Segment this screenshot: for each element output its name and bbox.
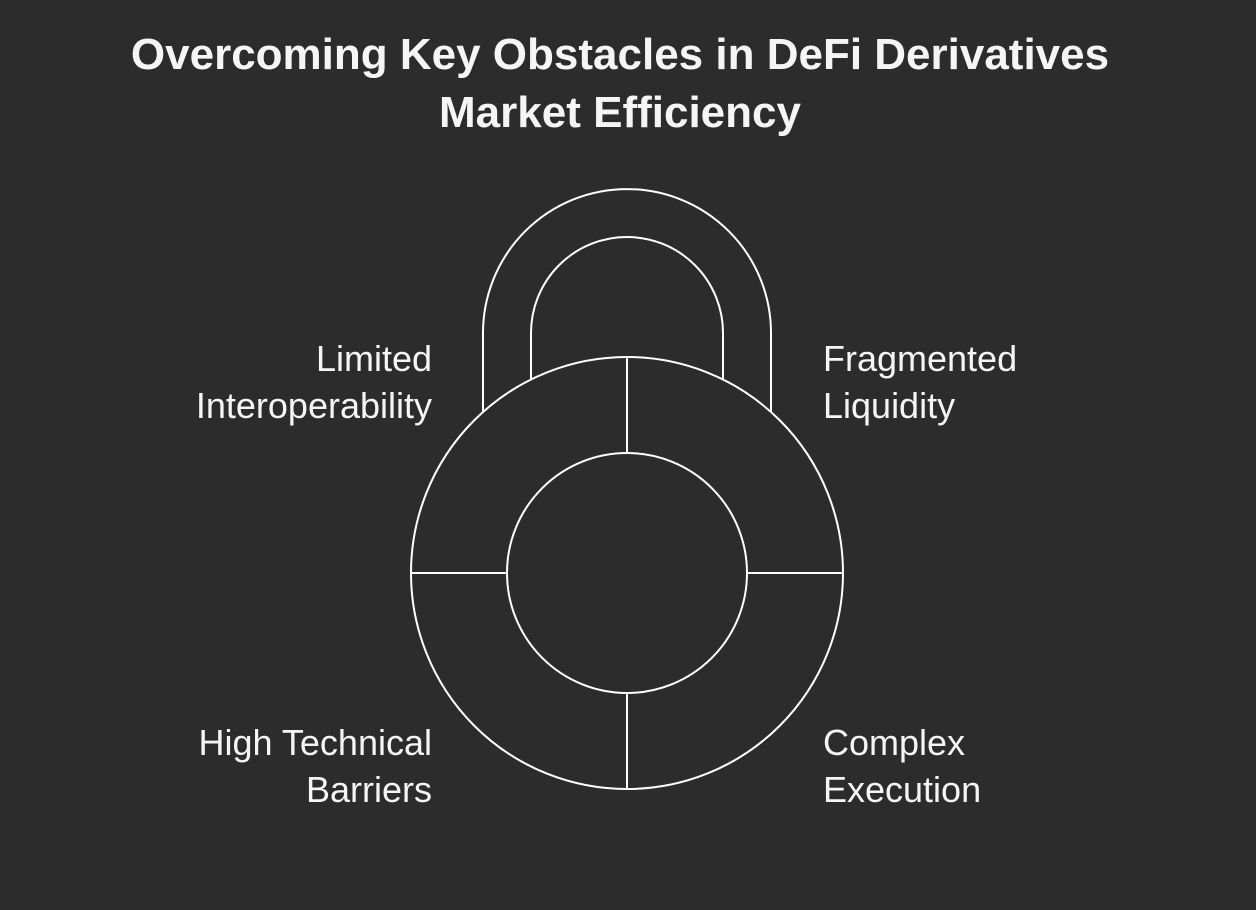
segment-label-line: Fragmented [823, 338, 1018, 379]
segment-label-complex-execution: Complex Execution [823, 719, 1123, 813]
segment-label-line: Interoperability [195, 385, 432, 426]
padlock-shackle-inner [530, 236, 724, 380]
padlock-body-inner-circle [506, 452, 748, 694]
segment-label-high-technical-barriers: High Technical Barriers [150, 719, 432, 813]
segment-label-line: High Technical [198, 722, 432, 763]
title-line-1: Overcoming Key Obstacles in DeFi Derivat… [130, 30, 1110, 79]
segment-label-line: Liquidity [823, 385, 956, 426]
segment-label-fragmented-liquidity: Fragmented Liquidity [823, 335, 1123, 429]
segment-label-line: Limited [315, 338, 432, 379]
segment-label-line: Execution [823, 769, 982, 810]
title-line-2: Market Efficiency [439, 88, 801, 137]
padlock-shackle-outer [482, 188, 772, 412]
diagram-title: Overcoming Key Obstacles in DeFi Derivat… [0, 26, 1240, 142]
segment-label-limited-interoperability: Limited Interoperability [150, 335, 432, 429]
segment-label-line: Complex [823, 722, 966, 763]
segment-label-line: Barriers [305, 769, 432, 810]
